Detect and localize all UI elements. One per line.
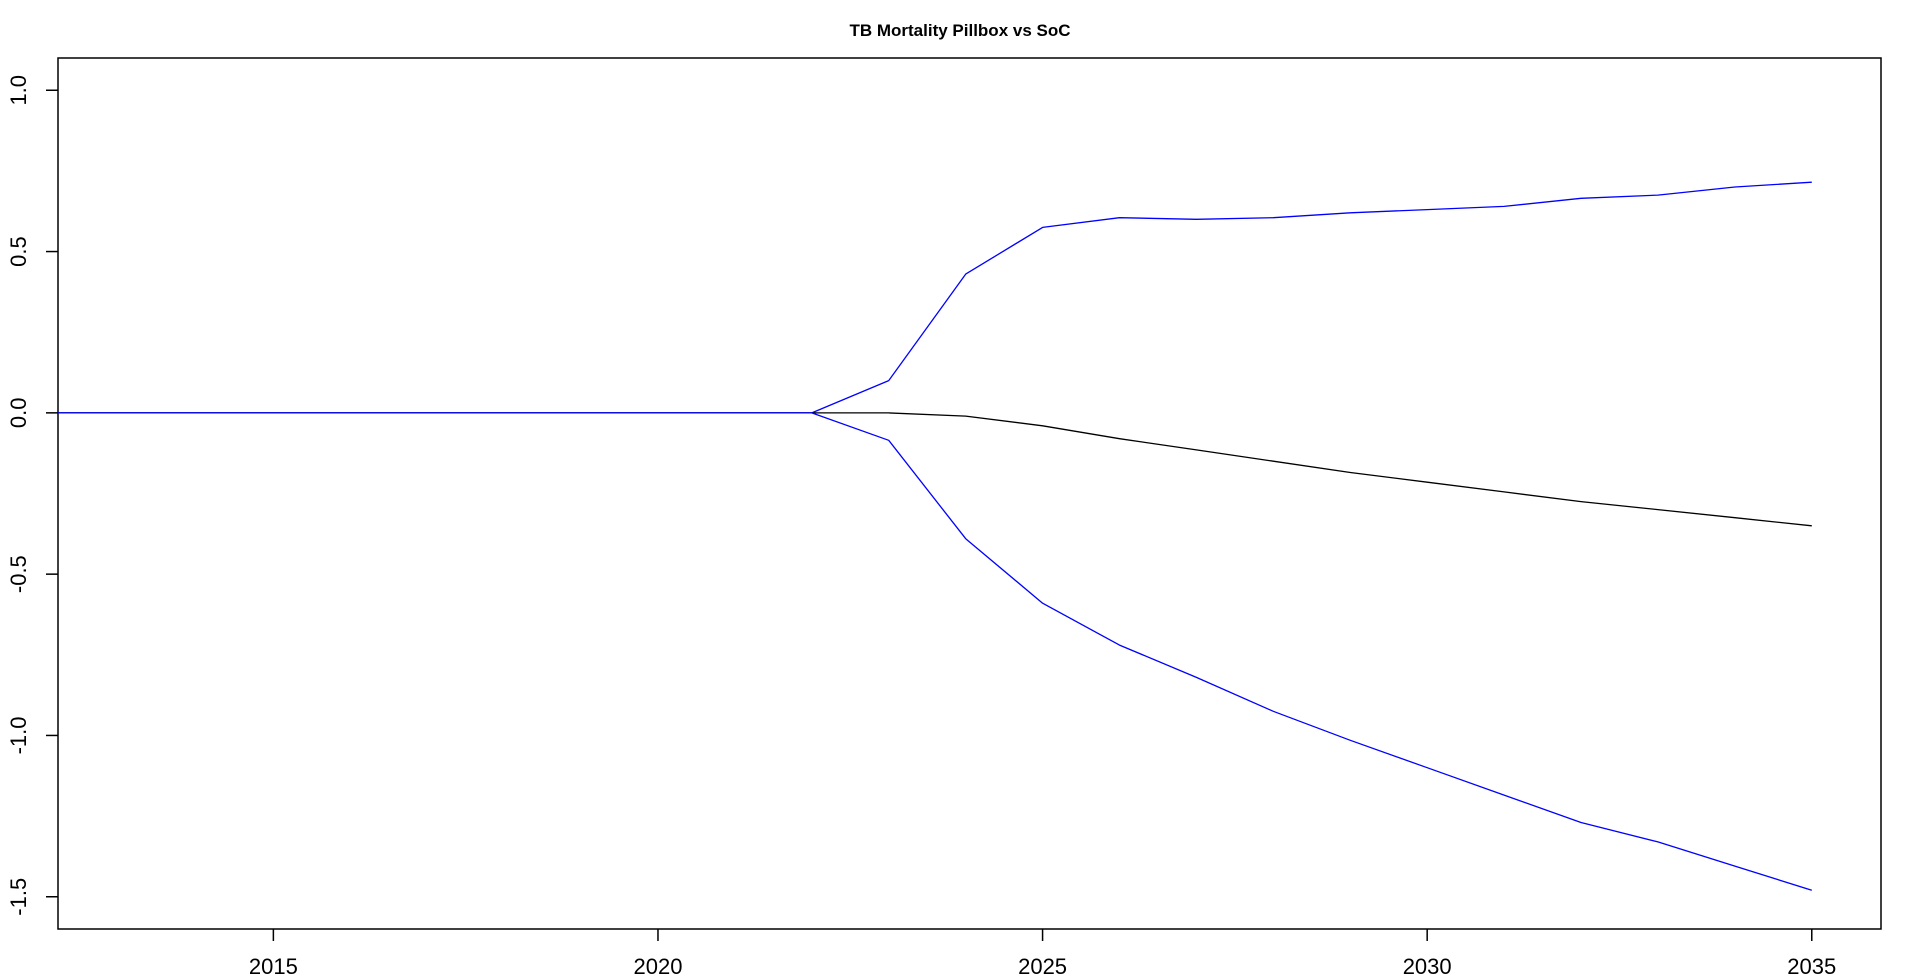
x-tick-label: 2015: [249, 954, 298, 975]
chart-title: TB Mortality Pillbox vs SoC: [849, 21, 1070, 40]
x-tick-label: 2020: [633, 954, 682, 975]
plot-frame: [57, 57, 1882, 930]
y-tick-label: -1.0: [6, 716, 31, 754]
x-axis: 2015 2020 2025 2030 2035: [249, 929, 1836, 975]
x-tick-label: 2035: [1787, 954, 1836, 975]
y-tick-label: -0.5: [6, 555, 31, 593]
series-layer: [58, 181, 1812, 891]
central-estimate-line: [58, 412, 1812, 527]
y-axis: -1.5 -1.0 -0.5 0.0 0.5 1.0: [6, 75, 58, 916]
upper-bound-line: [58, 181, 1812, 414]
y-tick-label: 0.0: [6, 398, 31, 429]
x-tick-label: 2030: [1403, 954, 1452, 975]
lower-bound-line: [58, 412, 1812, 891]
y-tick-label: 0.5: [6, 236, 31, 267]
y-tick-label: 1.0: [6, 75, 31, 106]
y-tick-label: -1.5: [6, 878, 31, 916]
x-tick-label: 2025: [1018, 954, 1067, 975]
